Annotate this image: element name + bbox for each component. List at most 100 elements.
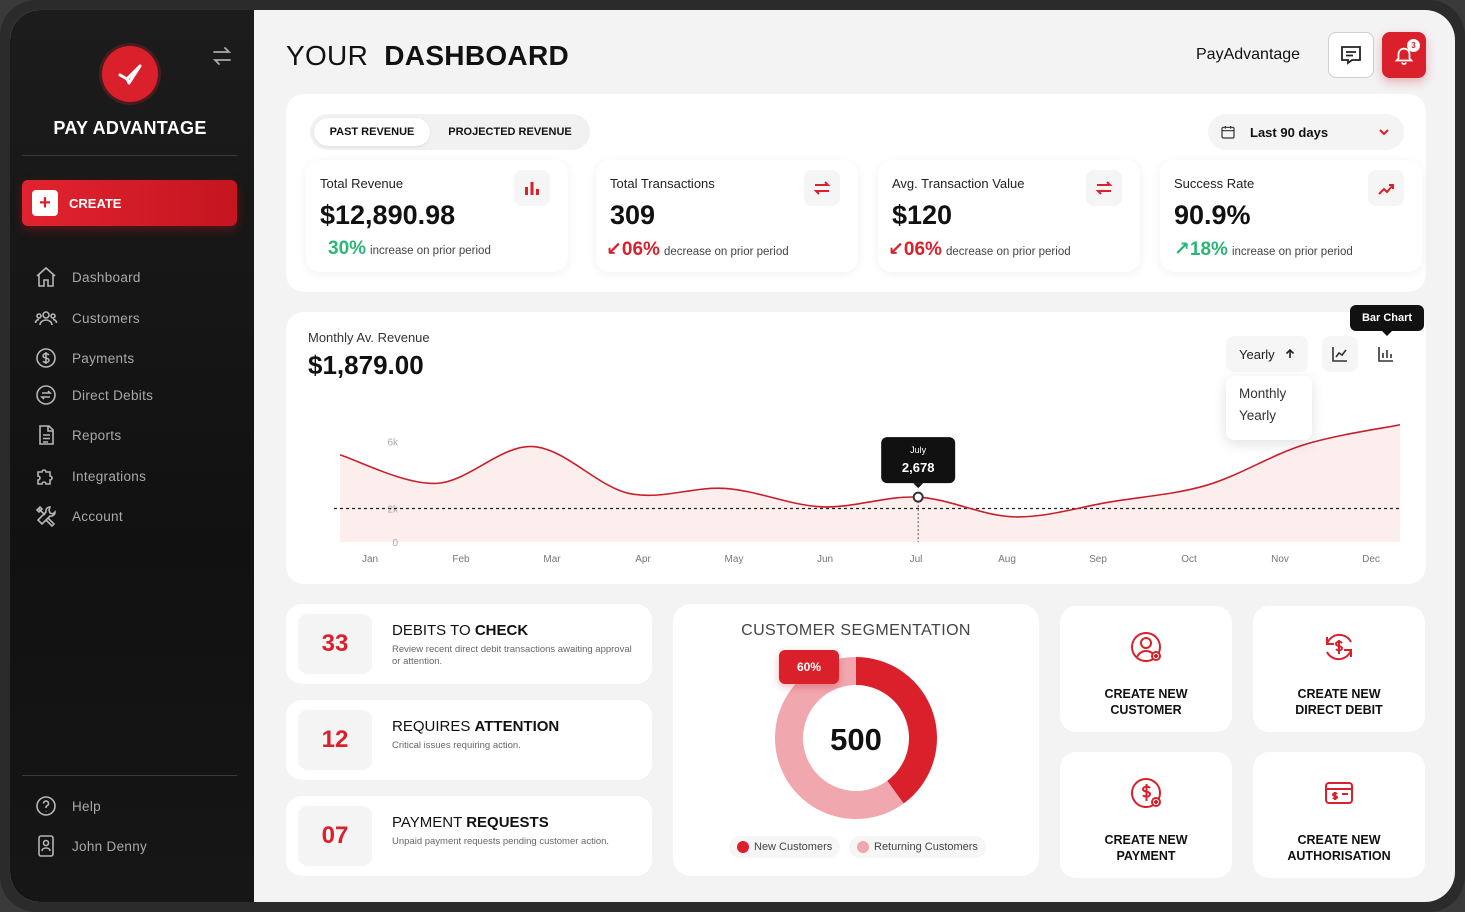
- stat-title-bold: ATTENTION: [474, 718, 560, 735]
- action-line2: AUTHORISATION: [1287, 849, 1391, 863]
- refresh-dollar-icon: [1326, 633, 1352, 661]
- period-option-monthly[interactable]: Monthly: [1239, 386, 1287, 401]
- action-line1: CREATE NEW: [1297, 687, 1381, 701]
- legend-label: New Customers: [754, 841, 833, 853]
- tab-projected-revenue[interactable]: PROJECTED REVENUE: [448, 126, 572, 138]
- create-payment-action[interactable]: CREATE NEW PAYMENT: [1060, 752, 1232, 878]
- nav-item-dashboard[interactable]: Dashboard: [34, 263, 234, 291]
- kpi-label: Avg. Transaction Value: [892, 176, 1025, 191]
- transfer-icon: [804, 170, 840, 206]
- users-icon: [34, 311, 58, 326]
- x-tick-label: Dec: [1362, 554, 1380, 565]
- x-tick-label: Mar: [543, 554, 561, 565]
- x-tick-label: Jun: [817, 554, 833, 565]
- home-icon: [36, 266, 56, 287]
- arrow-up-icon: [1285, 348, 1295, 358]
- chevron-down-icon: [1379, 129, 1389, 136]
- nav-label: Account: [72, 508, 123, 524]
- dollar-plus-icon: [1131, 778, 1161, 808]
- nav-label: Reports: [72, 427, 122, 443]
- bar-chart-icon: [1378, 347, 1393, 362]
- y-tick-label: 0: [392, 538, 398, 549]
- plus-icon: +: [32, 190, 58, 216]
- puzzle-icon: [37, 469, 53, 485]
- revenue-card: PAST REVENUE PROJECTED REVENUE Last 90 d…: [286, 94, 1426, 292]
- donut-slice-new-customers[interactable]: [856, 657, 937, 804]
- point-tooltip-value: 2,678: [902, 460, 935, 475]
- kpi-total-revenue: Total Revenue $12,890.98 30% increase on …: [306, 160, 568, 272]
- y-tick-label: 6k: [387, 438, 399, 449]
- help-link[interactable]: Help: [34, 792, 234, 820]
- page-title: YOUR DASHBOARD: [286, 40, 569, 72]
- action-line2: PAYMENT: [1116, 849, 1176, 863]
- kpi-label: Total Transactions: [610, 176, 715, 191]
- create-authorisation-action[interactable]: CREATE NEW AUTHORISATION: [1253, 752, 1425, 878]
- stat-title-light: PAYMENT: [392, 814, 463, 831]
- kpi-delta: ↗18% increase on prior period: [1174, 239, 1353, 260]
- kpi-delta-text: decrease on prior period: [945, 246, 1071, 258]
- exchange-circle-icon: [36, 385, 56, 405]
- period-select[interactable]: Yearly: [1226, 336, 1308, 372]
- tab-past-revenue[interactable]: PAST REVENUE: [314, 118, 430, 146]
- title-light: YOUR: [286, 40, 369, 71]
- kpi-delta-pct: 06%: [903, 239, 942, 260]
- help-icon: [36, 796, 56, 816]
- user-circle-icon: [1131, 632, 1161, 662]
- notifications-button[interactable]: 3: [1382, 32, 1426, 78]
- nav-label: Direct Debits: [72, 387, 154, 403]
- segmentation-card: CUSTOMER SEGMENTATION 60% 500 New Custom…: [673, 604, 1039, 876]
- nav-label: Customers: [72, 310, 140, 326]
- kpi-delta-text: increase on prior period: [1231, 246, 1353, 258]
- period-value: Yearly: [1239, 346, 1275, 362]
- y-tick-label: 2k: [387, 505, 399, 516]
- legend-dot: [737, 841, 749, 853]
- transfer-icon: [1086, 170, 1122, 206]
- stat-title: DEBITS TO CHECK: [392, 622, 528, 639]
- x-tick-label: May: [725, 554, 744, 565]
- document-icon: [39, 425, 54, 445]
- donut-slice-returning-customers[interactable]: [775, 657, 904, 819]
- user-profile[interactable]: John Denny: [34, 832, 234, 860]
- messages-button[interactable]: [1328, 32, 1374, 78]
- period-option-yearly[interactable]: Yearly: [1239, 408, 1277, 423]
- chart-title: Monthly Av. Revenue: [308, 330, 430, 345]
- line-chart-button[interactable]: [1322, 336, 1358, 372]
- create-button[interactable]: + CREATE: [22, 180, 237, 226]
- nav-item-customers[interactable]: Customers: [34, 304, 234, 332]
- revenue-line-chart: 6k 2k 0 Jan Feb Mar Apr May Jun Jul Aug Sep Oct Nov De…: [334, 423, 1401, 565]
- user-name: John Denny: [72, 838, 148, 854]
- help-label: Help: [72, 798, 101, 814]
- nav-item-account[interactable]: Account: [34, 502, 234, 530]
- segmentation-title: CUSTOMER SEGMENTATION: [741, 622, 971, 639]
- stat-desc: Review recent direct debit transactions …: [392, 644, 632, 667]
- period-dropdown: Monthly Yearly: [1226, 376, 1312, 440]
- swap-icon[interactable]: [210, 44, 234, 68]
- create-customer-action[interactable]: CREATE NEW CUSTOMER: [1060, 606, 1232, 732]
- action-label: CREATE NEW DIRECT DEBIT: [1253, 686, 1425, 718]
- logo-icon: [102, 46, 158, 102]
- nav-item-integrations[interactable]: Integrations: [34, 462, 234, 490]
- stat-desc: Unpaid payment requests pending customer…: [392, 836, 610, 847]
- notification-badge: 3: [1407, 39, 1420, 52]
- stat-debits-to-check[interactable]: 33 DEBITS TO CHECK Review recent direct …: [286, 604, 652, 684]
- kpi-label: Success Rate: [1174, 176, 1255, 191]
- nav-item-reports[interactable]: Reports: [34, 421, 234, 449]
- segmentation-donut: [775, 657, 937, 819]
- create-direct-debit-action[interactable]: CREATE NEW DIRECT DEBIT: [1253, 606, 1425, 732]
- stat-requires-attention[interactable]: 12 REQUIRES ATTENTION Critical issues re…: [286, 700, 652, 780]
- x-tick-label: Nov: [1271, 554, 1289, 565]
- divider: [22, 775, 237, 776]
- date-range-select[interactable]: Last 90 days: [1208, 114, 1404, 150]
- bar-chart-button[interactable]: [1368, 336, 1404, 372]
- segmentation-badge: 60%: [779, 650, 839, 684]
- nav-item-payments[interactable]: Payments: [34, 344, 234, 372]
- nav-item-direct-debits[interactable]: Direct Debits: [34, 381, 234, 409]
- header-brand: PayAdvantage: [1196, 46, 1301, 63]
- kpi-value: $120: [892, 200, 953, 230]
- legend-new-customers: New Customers: [729, 836, 841, 858]
- x-tick-label: Sep: [1089, 554, 1107, 565]
- action-label: CREATE NEW CUSTOMER: [1060, 686, 1232, 718]
- nav-label: Integrations: [72, 468, 147, 484]
- stat-payment-requests[interactable]: 07 PAYMENT REQUESTS Unpaid payment reque…: [286, 796, 652, 876]
- stat-title: PAYMENT REQUESTS: [392, 814, 549, 831]
